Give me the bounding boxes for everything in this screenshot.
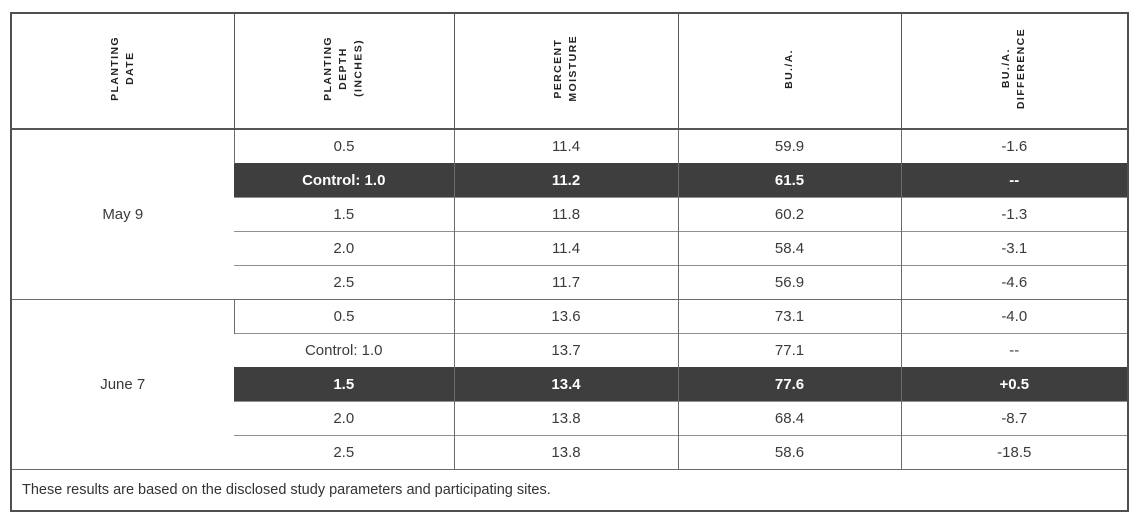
moisture-cell: 13.4 — [453, 366, 678, 401]
bua-cell: 60.2 — [677, 196, 901, 231]
table-body: May 9 0.5 11.4 59.9 -1.6 Control: 1.0 11… — [11, 128, 1128, 511]
depth-cell: 1.5 — [234, 366, 454, 401]
bua-cell: 73.1 — [677, 298, 901, 333]
bua-cell: 59.9 — [677, 128, 901, 163]
table-row: Control: 1.0 13.7 77.1 -- — [11, 332, 1128, 367]
table-header: PLANTING DATE PLANTING DEPTH (INCHES) PE… — [11, 13, 1128, 130]
header-bua: BU./A. — [677, 13, 901, 130]
diff-cell: -4.6 — [900, 264, 1128, 299]
table-row: 2.5 11.7 56.9 -4.6 — [11, 264, 1128, 299]
results-table-container: PLANTING DATE PLANTING DEPTH (INCHES) PE… — [10, 12, 1129, 512]
depth-cell: Control: 1.0 — [234, 162, 454, 197]
diff-cell: -4.0 — [900, 298, 1128, 333]
depth-cell: 2.5 — [234, 264, 454, 299]
diff-cell: +0.5 — [900, 366, 1128, 401]
bua-cell: 61.5 — [677, 162, 901, 197]
diff-cell: -8.7 — [900, 400, 1128, 435]
moisture-cell: 13.7 — [453, 332, 678, 367]
planting-date-cell: May 9 — [11, 128, 234, 299]
header-bua-difference-label: BU./A. DIFFERENCE — [1000, 27, 1028, 110]
header-planting-date-label: PLANTING DATE — [108, 36, 136, 101]
depth-cell: Control: 1.0 — [234, 332, 454, 367]
bua-cell: 77.6 — [677, 366, 901, 401]
header-percent-moisture-label: PERCENT MOISTURE — [551, 35, 579, 102]
table-row: 2.0 13.8 68.4 -8.7 — [11, 400, 1128, 435]
table-row-highlighted: 1.5 13.4 77.6 +0.5 — [11, 366, 1128, 401]
table-row-highlighted: Control: 1.0 11.2 61.5 -- — [11, 162, 1128, 197]
table-row: 1.5 11.8 60.2 -1.3 — [11, 196, 1128, 231]
moisture-cell: 13.8 — [453, 434, 678, 469]
table-row: May 9 0.5 11.4 59.9 -1.6 — [11, 128, 1128, 299]
bua-cell: 58.6 — [677, 434, 901, 469]
moisture-cell: 11.7 — [453, 264, 678, 299]
header-planting-date: PLANTING DATE — [11, 13, 234, 130]
depth-cell: 2.0 — [234, 400, 454, 435]
header-percent-moisture: PERCENT MOISTURE — [453, 13, 678, 130]
footnote-row: These results are based on the disclosed… — [11, 468, 1128, 511]
moisture-cell: 13.8 — [453, 400, 678, 435]
header-bua-difference: BU./A. DIFFERENCE — [900, 13, 1128, 130]
bua-cell: 58.4 — [677, 230, 901, 265]
header-row: PLANTING DATE PLANTING DEPTH (INCHES) PE… — [11, 13, 1128, 130]
diff-cell: -- — [900, 332, 1128, 367]
depth-cell: 2.0 — [234, 230, 454, 265]
depth-cell: 0.5 — [233, 128, 454, 163]
depth-cell: 2.5 — [234, 434, 454, 469]
bua-cell: 68.4 — [677, 400, 901, 435]
bua-cell: 77.1 — [677, 332, 901, 367]
table-row: 2.5 13.8 58.6 -18.5 — [11, 434, 1128, 469]
footnote-text: These results are based on the disclosed… — [11, 468, 1128, 511]
table-row: 2.0 11.4 58.4 -3.1 — [11, 230, 1128, 265]
moisture-cell: 13.6 — [453, 298, 678, 333]
moisture-cell: 11.4 — [453, 128, 678, 163]
header-planting-depth-label: PLANTING DEPTH (INCHES) — [322, 36, 365, 101]
depth-cell: 1.5 — [234, 196, 454, 231]
table-row: June 7 0.5 13.6 73.1 -4.0 — [11, 298, 1128, 469]
depth-cell: 0.5 — [233, 298, 454, 333]
moisture-cell: 11.2 — [453, 162, 678, 197]
diff-cell: -1.6 — [900, 128, 1128, 163]
diff-cell: -1.3 — [900, 196, 1128, 231]
planting-date-cell: June 7 — [11, 298, 234, 469]
diff-cell: -18.5 — [900, 434, 1128, 469]
header-bua-label: BU./A. — [782, 48, 795, 89]
moisture-cell: 11.4 — [453, 230, 678, 265]
bua-cell: 56.9 — [677, 264, 901, 299]
moisture-cell: 11.8 — [453, 196, 678, 231]
header-planting-depth: PLANTING DEPTH (INCHES) — [233, 13, 454, 130]
diff-cell: -3.1 — [900, 230, 1128, 265]
diff-cell: -- — [900, 162, 1128, 197]
planting-depth-results-table: PLANTING DATE PLANTING DEPTH (INCHES) PE… — [10, 12, 1129, 512]
